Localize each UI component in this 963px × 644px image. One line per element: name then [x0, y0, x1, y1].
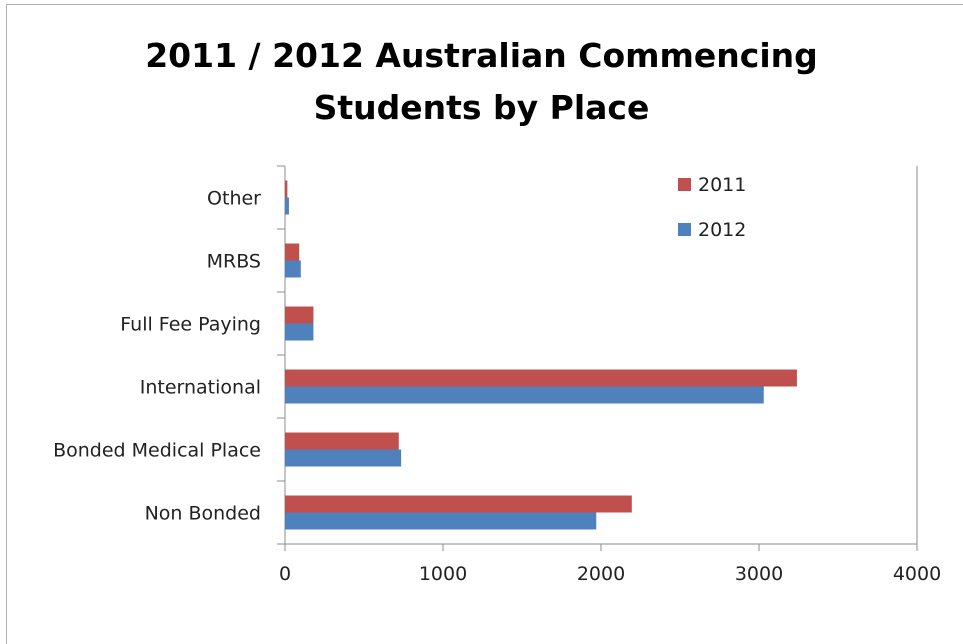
axes [277, 165, 918, 551]
x-tick-label: 1000 [419, 563, 467, 585]
bar-2012 [285, 512, 597, 530]
legend-swatch-2011 [678, 178, 691, 191]
bar-2012 [285, 449, 402, 467]
legend-swatch-2012 [678, 223, 691, 236]
x-tick-label: 3000 [735, 563, 783, 585]
bar-2011 [285, 495, 632, 513]
y-tick-label: Other [207, 188, 261, 210]
bar-2011 [285, 369, 797, 387]
chart-frame [6, 4, 963, 644]
legend: 2011 2012 [678, 174, 746, 241]
bar-2012 [285, 386, 764, 404]
bar-2012 [285, 260, 301, 278]
legend-label-2012: 2012 [698, 219, 746, 241]
x-tick-label: 0 [279, 563, 291, 585]
bar-2012 [285, 323, 314, 341]
bar-2011 [285, 306, 314, 324]
labels: 0 1000 2000 3000 4000 Other MRBS Full Fee Payin… [53, 188, 941, 586]
y-tick-label: MRBS [207, 251, 261, 273]
bar-2011 [285, 243, 300, 261]
y-tick-label: Full Fee Paying [120, 314, 261, 336]
chart-title-line-2: Students by Place [313, 88, 650, 127]
bar-chart: 0 1000 2000 3000 4000 Other MRBS Full Fee Payin… [53, 165, 941, 586]
x-tick-label: 4000 [893, 563, 941, 585]
chart-title-line-1: 2011 / 2012 Australian Commencing [145, 36, 818, 75]
y-tick-label: International [140, 377, 261, 399]
bar-2011 [285, 432, 399, 450]
bar-2011 [285, 180, 288, 198]
x-tick-label: 2000 [577, 563, 625, 585]
y-tick-label: Bonded Medical Place [53, 440, 261, 462]
y-tick-label: Non Bonded [145, 503, 261, 525]
legend-label-2011: 2011 [698, 174, 746, 196]
bar-2012 [285, 197, 289, 215]
chart-title: 2011 / 2012 Australian Commencing Studen… [0, 30, 963, 134]
bars [285, 180, 797, 530]
